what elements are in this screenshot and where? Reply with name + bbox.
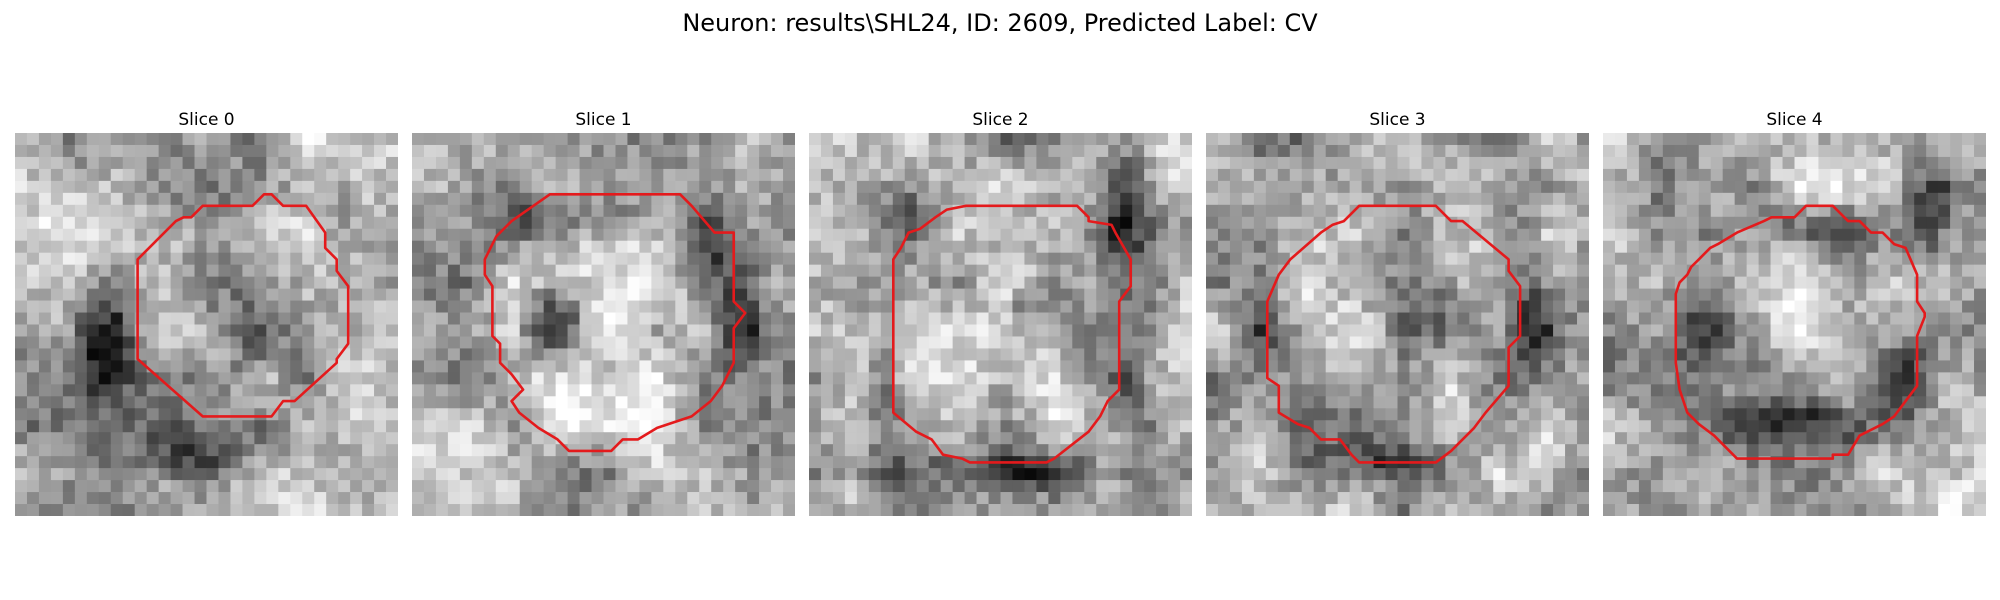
slice-panel-3: Slice 3 — [1206, 108, 1589, 516]
figure-title: Neuron: results\SHL24, ID: 2609, Predict… — [682, 9, 1318, 37]
segmentation-contour — [1265, 204, 1522, 464]
panel-title: Slice 4 — [1766, 110, 1823, 130]
em-slice-image — [1206, 133, 1589, 516]
segmentation-contour — [483, 192, 747, 453]
panel-title: Slice 1 — [575, 110, 632, 130]
em-slice-image — [809, 133, 1192, 516]
panel-title: Slice 0 — [178, 110, 235, 130]
em-slice-image — [1603, 133, 1986, 516]
em-slice-image — [15, 133, 398, 516]
panel-title: Slice 3 — [1369, 110, 1426, 130]
em-slice-image — [412, 133, 795, 516]
segmentation-contour — [1674, 204, 1927, 460]
segmentation-contour — [136, 192, 350, 418]
slice-panel-4: Slice 4 — [1603, 108, 1986, 516]
slice-panel-0: Slice 0 — [15, 108, 398, 516]
slice-panel-1: Slice 1 — [412, 108, 795, 516]
segmentation-contour — [892, 204, 1133, 464]
slice-panel-2: Slice 2 — [809, 108, 1192, 516]
panel-title: Slice 2 — [972, 110, 1029, 130]
